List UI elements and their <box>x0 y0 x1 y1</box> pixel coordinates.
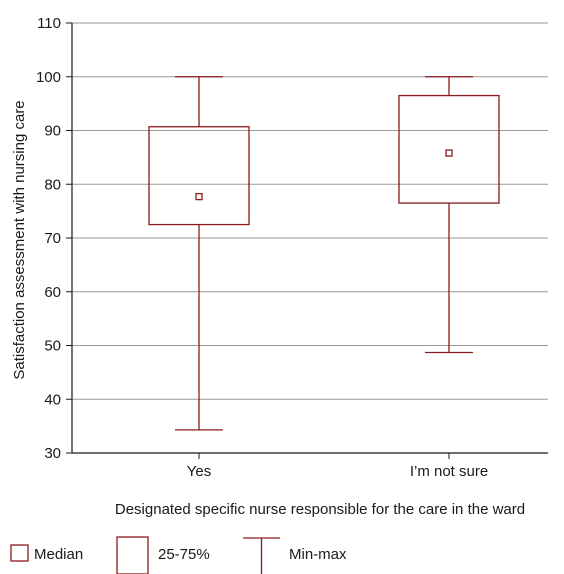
x-axis-label: Designated specific nurse responsible fo… <box>115 501 525 518</box>
y-tick-label-60: 60 <box>44 284 61 301</box>
x-tick-labels: Yes I’m not sure <box>187 463 488 480</box>
quartile-box-2 <box>398 94 500 204</box>
y-tick-label-90: 90 <box>44 123 61 140</box>
y-tick-label-30: 30 <box>44 445 61 462</box>
box-series <box>148 76 500 431</box>
legend-item-quartile-box: 25-75% <box>116 536 210 574</box>
legend: Median 25-75% Min-max <box>10 536 347 574</box>
legend-median-symbol <box>10 544 29 562</box>
y-tick-label-40: 40 <box>44 391 61 408</box>
legend-whisker-label: Min-max <box>289 546 347 563</box>
grid-lines <box>72 22 548 400</box>
y-tick-label-50: 50 <box>44 338 61 355</box>
legend-median-label: Median <box>34 546 83 563</box>
y-tick-labels: 30 40 50 60 70 80 90 100 110 <box>36 15 61 462</box>
median-marker-2 <box>445 149 453 157</box>
axes <box>66 22 548 459</box>
y-tick-label-80: 80 <box>44 176 61 193</box>
quartile-box-1 <box>148 126 250 226</box>
x-tick-label-2: I’m not sure <box>410 463 488 480</box>
legend-item-median: Median <box>10 544 83 563</box>
legend-item-whisker: Min-max <box>243 537 347 574</box>
median-marker-1 <box>195 192 203 201</box>
x-tick-label-1: Yes <box>187 463 211 480</box>
legend-whisker-symbol <box>243 537 280 574</box>
y-tick-label-70: 70 <box>44 230 61 247</box>
box-group-1 <box>148 76 250 431</box>
y-axis-label: Satisfaction assessment with nursing car… <box>11 100 28 379</box>
legend-box-label: 25-75% <box>158 546 210 563</box>
y-tick-label-110: 110 <box>37 15 61 32</box>
legend-box-symbol <box>116 536 149 574</box>
box-group-2 <box>398 76 500 354</box>
y-tick-label-100: 100 <box>36 69 61 86</box>
